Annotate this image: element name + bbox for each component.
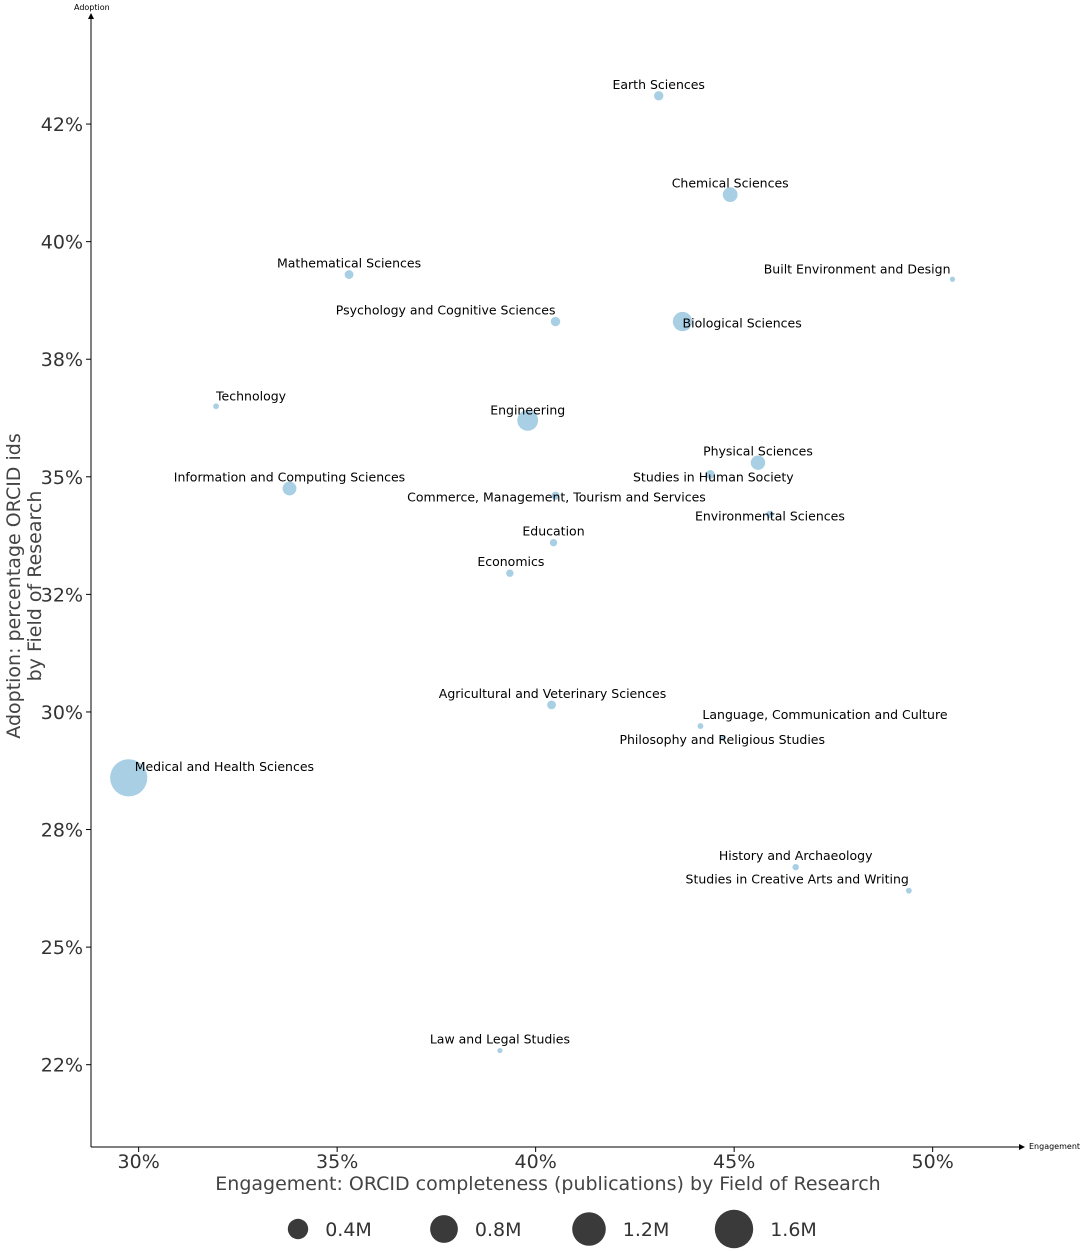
bubble (517, 409, 539, 431)
y-tick-label: 42% (41, 114, 83, 136)
point-label: Engineering (490, 402, 565, 417)
point-label: Education (522, 524, 584, 539)
y-arrow-label: Adoption (74, 3, 110, 12)
bubble (949, 276, 956, 282)
point-label: Information and Computing Sciences (174, 470, 405, 485)
bubble (766, 510, 774, 519)
bubble (550, 316, 561, 327)
bubble (506, 569, 514, 577)
y-axis-title-line-1: Adoption: percentage ORCID ids (3, 433, 25, 738)
y-tick-label: 28% (41, 820, 83, 842)
legend-label: 1.6M (770, 1219, 817, 1241)
x-ticks: 30% 35% 40% 45% 50% (118, 1147, 954, 1173)
point-label: Technology (215, 388, 287, 403)
point-label: Economics (477, 554, 544, 569)
point-label: Philosophy and Religious Studies (619, 732, 825, 747)
legend-swatch (714, 1209, 754, 1249)
point-label: Medical and Health Sciences (135, 759, 314, 774)
bubble (547, 700, 556, 710)
bubble (750, 455, 766, 470)
y-tick-label: 25% (41, 937, 83, 959)
size-legend: 0.4M 0.8M 1.2M 1.6M (287, 1209, 817, 1249)
y-axis-title-line-2: by Field of Research (24, 491, 46, 682)
y-tick-label: 35% (41, 467, 83, 489)
bubble (672, 311, 693, 332)
y-ticks: 22% 25% 28% 30% 32% 35% 38% 40% 42% (41, 114, 91, 1077)
plot-axes: Adoption Engagement (74, 3, 1080, 1151)
bubble (697, 723, 704, 729)
point-label: History and Archaeology (719, 848, 873, 863)
bubble (551, 491, 560, 500)
point-label: Language, Communication and Culture (702, 707, 947, 722)
x-arrow-label: Engagement (1029, 1142, 1080, 1151)
y-axis-title: Adoption: percentage ORCID ids by Field … (3, 433, 46, 738)
bubble (497, 1047, 503, 1054)
bubble (344, 270, 354, 279)
legend-label: 0.4M (325, 1219, 372, 1241)
bubble (792, 863, 799, 871)
bubble (705, 470, 715, 479)
point-label: Studies in Creative Arts and Writing (686, 872, 909, 887)
point-label: Psychology and Cognitive Sciences (336, 303, 556, 318)
legend-swatch (430, 1215, 458, 1243)
legend-swatch (572, 1212, 606, 1246)
point-labels: Earth Sciences Chemical Sciences Built Env… (135, 77, 951, 1047)
x-tick-label: 35% (316, 1151, 358, 1173)
y-tick-label: 40% (41, 232, 83, 254)
bubble (549, 538, 558, 547)
point-label: Environmental Sciences (695, 508, 845, 523)
y-tick-label: 30% (41, 702, 83, 724)
point-label: Chemical Sciences (672, 176, 789, 191)
bubble (719, 734, 726, 741)
point-label: Physical Sciences (703, 444, 813, 459)
x-tick-label: 45% (713, 1151, 755, 1173)
bubbles (110, 91, 956, 1054)
point-label: Biological Sciences (683, 316, 802, 331)
x-tick-label: 30% (118, 1151, 160, 1173)
y-tick-label: 32% (41, 584, 83, 606)
point-label: Mathematical Sciences (277, 256, 421, 271)
x-tick-label: 40% (515, 1151, 557, 1173)
bubble (282, 481, 297, 496)
bubble (905, 887, 912, 894)
bubble (722, 187, 738, 203)
legend-label: 1.2M (623, 1219, 670, 1241)
point-label: Commerce, Management, Tourism and Servic… (407, 490, 706, 505)
point-label: Built Environment and Design (764, 261, 951, 276)
x-tick-label: 50% (912, 1151, 954, 1173)
point-label: Law and Legal Studies (430, 1032, 570, 1047)
x-axis-title: Engagement: ORCID completeness (publicat… (215, 1173, 880, 1195)
bubble (654, 91, 664, 101)
point-label: Studies in Human Society (633, 469, 794, 484)
point-label: Earth Sciences (612, 77, 704, 92)
bubble (213, 403, 219, 410)
legend-label: 0.8M (475, 1219, 522, 1241)
y-tick-label: 38% (41, 349, 83, 371)
legend-swatch (287, 1218, 309, 1240)
point-label: Agricultural and Veterinary Sciences (439, 686, 666, 701)
y-tick-label: 22% (41, 1055, 83, 1077)
bubble (110, 759, 148, 797)
